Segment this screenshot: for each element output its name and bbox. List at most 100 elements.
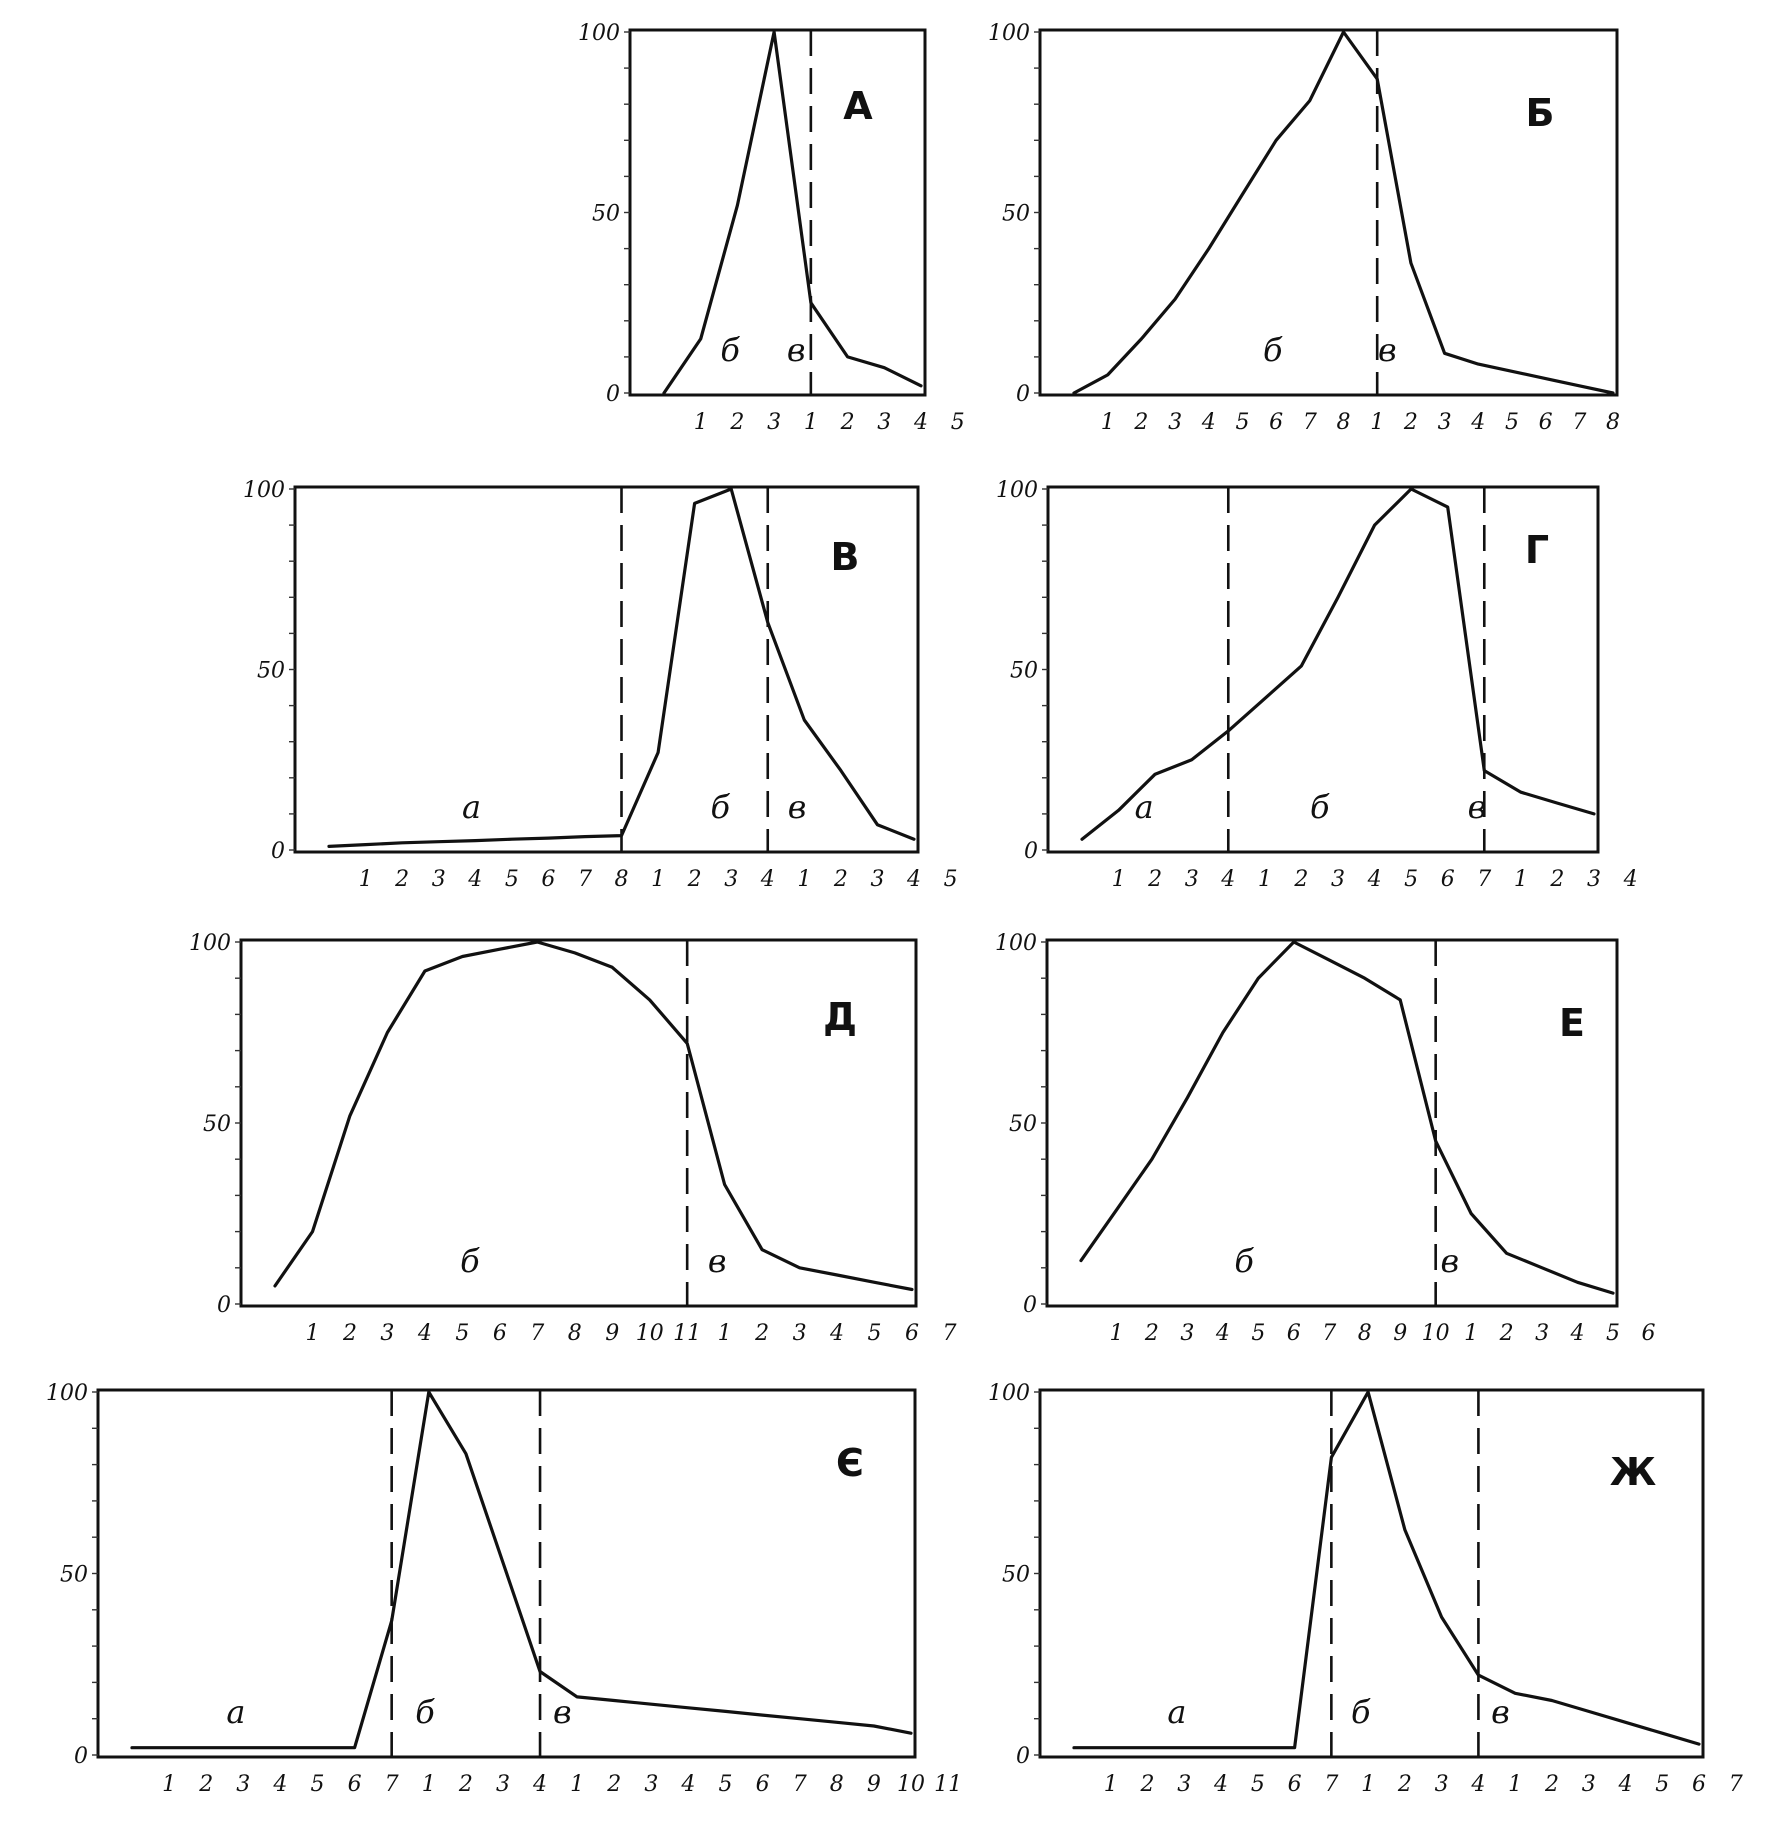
plot-frame xyxy=(239,938,918,1308)
x-tick-label: 2 xyxy=(1147,867,1162,892)
x-tick-label: 3 xyxy=(1438,410,1452,435)
phase-label: в xyxy=(553,1693,572,1731)
x-tick-label: 1 xyxy=(1370,410,1384,435)
phase-label: а xyxy=(1167,1693,1186,1731)
y-tick-label: 100 xyxy=(995,931,1037,956)
phase-label: б xyxy=(1263,331,1283,369)
x-tick-label: 2 xyxy=(1549,867,1564,892)
x-tick-label: 5 xyxy=(1655,1772,1669,1797)
x-tick-label: 4 xyxy=(417,1321,432,1346)
x-tick-label: 3 xyxy=(877,410,891,435)
data-line xyxy=(273,940,914,1292)
x-tick-label: 7 xyxy=(1572,410,1586,435)
data-line xyxy=(662,30,923,395)
x-tick-label: 2 xyxy=(1144,1321,1159,1346)
x-tick-label: 1 xyxy=(694,410,708,435)
x-tick-label: 1 xyxy=(651,867,665,892)
x-tick-label: 6 xyxy=(1641,1321,1655,1346)
x-tick-label: 3 xyxy=(1587,867,1601,892)
x-tick-label: 2 xyxy=(198,1772,213,1797)
data-line xyxy=(1080,487,1596,841)
x-tick-label: 7 xyxy=(1477,867,1491,892)
x-tick-label: 4 xyxy=(760,867,775,892)
x-tick-label: 7 xyxy=(1324,1772,1338,1797)
x-tick-label: 7 xyxy=(1729,1772,1743,1797)
x-tick-label: 8 xyxy=(568,1321,582,1346)
x-tick-label: 4 xyxy=(1201,410,1216,435)
x-tick-label: 2 xyxy=(1499,1321,1514,1346)
y-tick-label: 0 xyxy=(271,839,285,864)
x-tick-label: 4 xyxy=(532,1772,547,1797)
x-tick-label: 2 xyxy=(1140,1772,1155,1797)
panel-title: Б xyxy=(1526,91,1555,135)
x-tick-label: 7 xyxy=(1303,410,1317,435)
y-tick-label: 0 xyxy=(217,1293,231,1318)
x-tick-label: 5 xyxy=(868,1321,882,1346)
x-tick-label: 2 xyxy=(394,867,409,892)
x-tick-label: 2 xyxy=(606,1772,621,1797)
x-tick-label: 4 xyxy=(1215,1321,1230,1346)
panel-title: Е xyxy=(1559,1001,1585,1045)
x-tick-label: 5 xyxy=(1606,1321,1620,1346)
x-tick-label: 6 xyxy=(1287,1321,1301,1346)
x-tick-label: 4 xyxy=(913,410,928,435)
plot-frame xyxy=(1038,1388,1705,1759)
x-tick-label: 7 xyxy=(578,867,592,892)
x-tick-label: 1 xyxy=(422,1772,436,1797)
x-tick-label: 8 xyxy=(1358,1321,1372,1346)
x-tick-label: 2 xyxy=(729,410,744,435)
x-tick-label: 3 xyxy=(1331,867,1345,892)
x-tick-label: 2 xyxy=(754,1321,769,1346)
x-tick-label: 3 xyxy=(644,1772,658,1797)
phase-label: в xyxy=(1491,1693,1510,1731)
x-tick-label: 5 xyxy=(310,1772,324,1797)
y-tick-label: 0 xyxy=(1024,839,1038,864)
x-tick-label: 3 xyxy=(432,867,446,892)
y-tick-label: 0 xyxy=(1016,382,1030,407)
phase-label: в xyxy=(1441,1242,1460,1280)
phase-label: б xyxy=(1351,1693,1371,1731)
x-tick-label: 4 xyxy=(467,867,482,892)
x-tick-label: 2 xyxy=(1403,410,1418,435)
y-tick-label: 100 xyxy=(988,1381,1030,1406)
x-tick-label: 4 xyxy=(1570,1321,1585,1346)
plot-frame xyxy=(1038,28,1619,397)
x-tick-label: 2 xyxy=(1293,867,1308,892)
phase-label: в xyxy=(1378,331,1397,369)
x-tick-label: 3 xyxy=(236,1772,250,1797)
x-tick-label: 2 xyxy=(1544,1772,1559,1797)
y-tick-label: 0 xyxy=(606,382,620,407)
x-tick-label: 6 xyxy=(905,1321,919,1346)
panel-title: Д xyxy=(823,995,857,1039)
y-tick-label: 100 xyxy=(578,21,620,46)
x-tick-label: 5 xyxy=(719,1772,733,1797)
y-tick-label: 50 xyxy=(592,202,620,227)
y-tick-label: 50 xyxy=(257,659,285,684)
x-tick-label: 1 xyxy=(1514,867,1528,892)
data-line xyxy=(1072,1390,1701,1750)
data-line xyxy=(1079,940,1615,1295)
x-tick-label: 1 xyxy=(1112,867,1126,892)
data-line xyxy=(1072,30,1615,395)
panel-title: В xyxy=(831,535,860,579)
x-tick-label: 6 xyxy=(493,1321,507,1346)
x-tick-label: 7 xyxy=(385,1772,399,1797)
x-tick-label: 1 xyxy=(804,410,818,435)
x-tick-label: 2 xyxy=(1133,410,1148,435)
x-tick-label: 3 xyxy=(793,1321,807,1346)
panel-title: Є xyxy=(836,1441,864,1485)
x-tick-label: 4 xyxy=(1220,867,1235,892)
y-tick-label: 100 xyxy=(988,21,1030,46)
y-tick-label: 50 xyxy=(60,1563,88,1588)
x-tick-label: 5 xyxy=(944,867,958,892)
panel-title: А xyxy=(843,84,873,128)
x-tick-label: 9 xyxy=(1393,1321,1407,1346)
x-tick-label: 6 xyxy=(1269,410,1283,435)
